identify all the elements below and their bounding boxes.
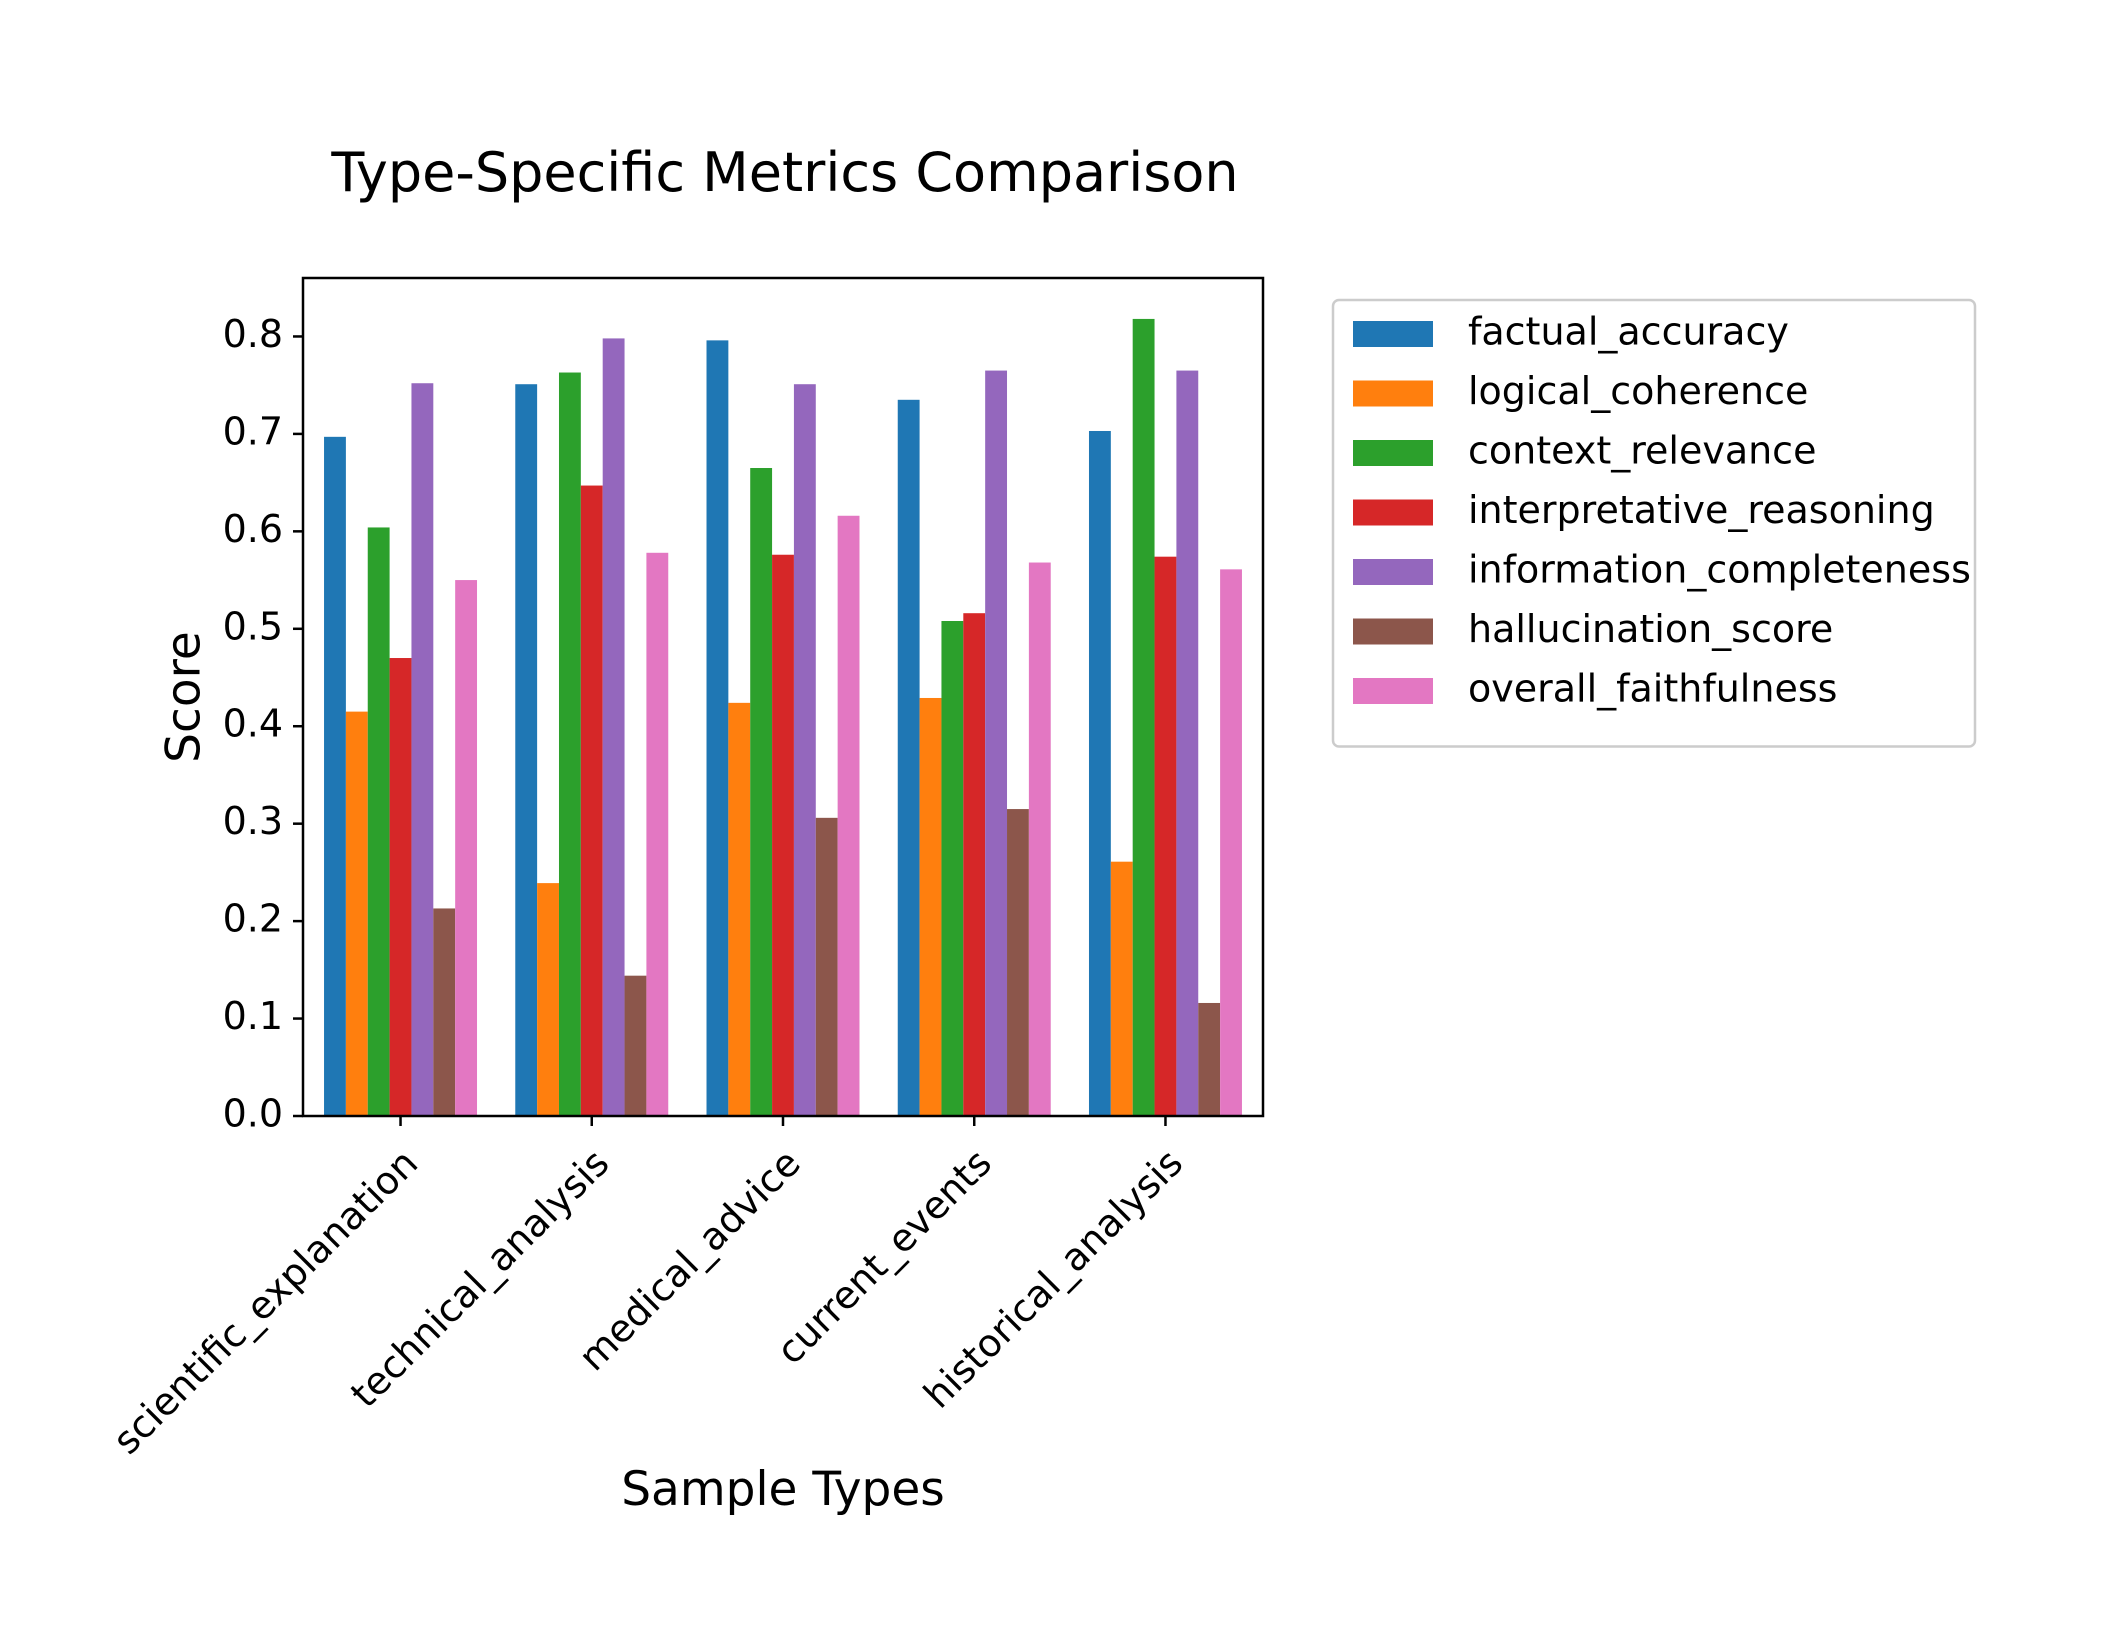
bar-information_completeness-medical_advice xyxy=(793,384,816,1116)
bar-factual_accuracy-scientific_explanation xyxy=(324,436,346,1117)
x-axis-label: Sample Types xyxy=(621,1462,945,1517)
x-axis-ticks: scientific_explanationtechnical_analysis… xyxy=(104,1116,1191,1463)
y-tick-label: 0.7 xyxy=(223,409,283,453)
bar-context_relevance-current_events xyxy=(941,620,964,1116)
legend-label-hallucination_score: hallucination_score xyxy=(1468,607,1833,651)
bar-overall_faithfulness-scientific_explanation xyxy=(455,580,478,1116)
bar-interpretative_reasoning-historical_analysis xyxy=(1154,556,1177,1116)
bar-hallucination_score-medical_advice xyxy=(815,817,838,1116)
y-tick-label: 0.3 xyxy=(223,799,283,843)
bar-context_relevance-historical_analysis xyxy=(1132,318,1155,1117)
bar-context_relevance-technical_analysis xyxy=(558,372,581,1116)
y-tick-label: 0.4 xyxy=(223,702,283,746)
legend: factual_accuracy logical_coherencecontext… xyxy=(1331,298,1977,748)
legend-label-interpretative_reasoning: interpretative_reasoning xyxy=(1468,488,1935,532)
legend-box xyxy=(1331,298,1977,748)
bar-information_completeness-scientific_explanation xyxy=(411,383,434,1117)
y-axis-label: Score xyxy=(157,631,212,763)
y-tick-label: 0.5 xyxy=(223,604,283,648)
bar-hallucination_score-scientific_explanation xyxy=(433,908,456,1116)
bar-logical_coherence-historical_analysis xyxy=(1110,861,1133,1116)
y-tick-label: 0.6 xyxy=(223,507,283,551)
bar-information_completeness-current_events xyxy=(985,370,1008,1116)
bar-overall_faithfulness-historical_analysis xyxy=(1220,569,1242,1116)
legend-label-information_completeness: information_completeness xyxy=(1468,548,1971,592)
y-tick-label: 0.2 xyxy=(223,897,283,941)
bar-factual_accuracy-technical_analysis xyxy=(515,384,538,1116)
bar-context_relevance-scientific_explanation xyxy=(367,527,390,1116)
bar-context_relevance-medical_advice xyxy=(750,468,773,1117)
bar-interpretative_reasoning-scientific_explanation xyxy=(389,658,412,1116)
bar-factual_accuracy-historical_analysis xyxy=(1088,430,1111,1116)
bar-logical_coherence-medical_advice xyxy=(728,702,751,1116)
bar-hallucination_score-current_events xyxy=(1007,809,1029,1116)
bar-information_completeness-historical_analysis xyxy=(1176,370,1199,1116)
x-tick-label-scientific_explanation: scientific_explanation xyxy=(104,1141,426,1463)
legend-swatch-hallucination_score xyxy=(1353,618,1433,645)
legend-label-factual_accuracy: factual_accuracy xyxy=(1468,310,1789,354)
plot-area-frame xyxy=(301,276,1265,1118)
bar-logical_coherence-technical_analysis xyxy=(537,883,559,1116)
y-tick-label: 0.0 xyxy=(223,1092,283,1136)
chart-title: Type-Specific Metrics Comparison xyxy=(330,141,1238,204)
bar-interpretative_reasoning-current_events xyxy=(963,613,986,1116)
y-tick-label: 0.8 xyxy=(223,312,283,356)
legend-swatch-interpretative_reasoning xyxy=(1353,499,1433,526)
legend-swatch-overall_faithfulness xyxy=(1353,678,1433,704)
legend-swatch-factual_accuracy xyxy=(1353,321,1433,347)
y-tick-label: 0.1 xyxy=(223,994,283,1038)
bar-overall_faithfulness-current_events xyxy=(1028,562,1051,1116)
legend-swatch-information_completeness xyxy=(1353,559,1433,585)
bar-hallucination_score-technical_analysis xyxy=(624,975,647,1116)
bar-hallucination_score-historical_analysis xyxy=(1198,1002,1221,1116)
bar-logical_coherence-scientific_explanation xyxy=(345,711,368,1116)
bar-overall_faithfulness-technical_analysis xyxy=(646,552,669,1116)
legend-label-logical_coherence: logical_coherence xyxy=(1468,369,1808,413)
y-axis-ticks: 0.0 0.1 0.2 0.3 0.4 0.5 0.6 0.7 0.8 xyxy=(223,312,303,1136)
bar-information_completeness-technical_analysis xyxy=(602,338,625,1116)
bar-overall_faithfulness-medical_advice xyxy=(837,515,860,1116)
legend-label-overall_faithfulness: overall_faithfulness xyxy=(1468,667,1837,711)
legend-swatch-context_relevance xyxy=(1353,440,1433,466)
bar-factual_accuracy-medical_advice xyxy=(706,340,729,1116)
bar-interpretative_reasoning-technical_analysis xyxy=(580,485,603,1116)
bars-layer xyxy=(324,318,1242,1117)
bar-factual_accuracy-current_events xyxy=(897,399,920,1116)
legend-swatch-logical_coherence xyxy=(1353,380,1433,407)
legend-label-context_relevance: context_relevance xyxy=(1468,429,1816,473)
bar-interpretative_reasoning-medical_advice xyxy=(772,554,794,1116)
bar-logical_coherence-current_events xyxy=(919,697,942,1116)
